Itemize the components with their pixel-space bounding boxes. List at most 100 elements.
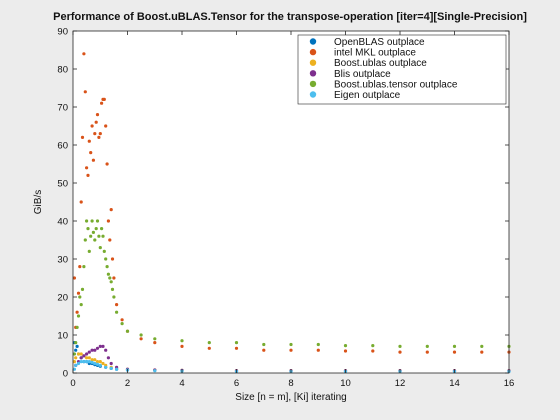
data-point bbox=[93, 132, 97, 136]
data-point bbox=[343, 344, 348, 348]
y-tick-label: 10 bbox=[57, 331, 68, 342]
data-point bbox=[83, 90, 87, 94]
data-point bbox=[72, 352, 76, 356]
data-point bbox=[76, 352, 81, 356]
x-tick-label: 0 bbox=[70, 378, 75, 389]
data-point bbox=[85, 352, 89, 356]
legend-box bbox=[297, 34, 507, 105]
y-tick-label: 40 bbox=[57, 217, 68, 228]
data-point bbox=[74, 363, 78, 367]
data-point bbox=[87, 350, 91, 354]
data-point bbox=[153, 341, 157, 345]
legend-marker bbox=[309, 70, 317, 77]
data-point bbox=[82, 360, 86, 364]
data-point bbox=[98, 344, 102, 348]
legend-label: Blis outplace bbox=[334, 69, 391, 80]
data-point bbox=[452, 344, 457, 348]
data-point bbox=[85, 219, 89, 223]
y-tick-label: 60 bbox=[57, 141, 68, 152]
y-tick-label: 30 bbox=[57, 255, 68, 266]
legend-label: Boost.ublas outplace bbox=[334, 58, 427, 69]
data-point bbox=[109, 280, 113, 284]
data-point bbox=[106, 356, 110, 360]
data-point bbox=[82, 354, 86, 358]
data-point bbox=[139, 333, 143, 337]
data-point bbox=[91, 158, 95, 162]
data-point bbox=[101, 234, 105, 238]
data-point bbox=[398, 350, 402, 354]
data-point bbox=[87, 360, 91, 364]
data-point bbox=[104, 257, 108, 261]
data-point bbox=[115, 367, 119, 371]
x-tick-label: 2 bbox=[125, 378, 130, 389]
data-point bbox=[72, 276, 76, 280]
data-point bbox=[93, 238, 97, 242]
data-point bbox=[90, 360, 94, 364]
data-point bbox=[78, 295, 82, 299]
data-point bbox=[79, 200, 83, 204]
data-point bbox=[95, 346, 100, 350]
data-point bbox=[120, 322, 124, 326]
legend-label: Eigen outplace bbox=[334, 90, 401, 101]
series-4 bbox=[72, 219, 511, 356]
data-point bbox=[106, 272, 110, 276]
data-point bbox=[112, 295, 116, 299]
data-point bbox=[82, 265, 86, 269]
data-point bbox=[234, 346, 239, 350]
data-point bbox=[85, 360, 89, 364]
data-point bbox=[102, 97, 106, 101]
data-point bbox=[425, 350, 429, 354]
data-point bbox=[452, 350, 457, 354]
data-point bbox=[98, 363, 102, 367]
legend-marker bbox=[309, 59, 317, 66]
data-point bbox=[105, 265, 109, 269]
legend-marker bbox=[309, 91, 317, 98]
data-point bbox=[98, 360, 102, 364]
data-point bbox=[139, 337, 143, 341]
data-point bbox=[109, 361, 113, 366]
data-point bbox=[79, 352, 83, 356]
legend-marker bbox=[309, 80, 317, 88]
legend-label: OpenBLAS outplace bbox=[334, 37, 425, 48]
legend-label: Boost.ublas.tensor outplace bbox=[334, 79, 458, 90]
data-point bbox=[74, 341, 78, 345]
data-point bbox=[76, 314, 81, 318]
data-point bbox=[89, 234, 93, 238]
data-point bbox=[371, 349, 375, 353]
data-point bbox=[95, 113, 100, 117]
data-point bbox=[91, 230, 95, 234]
x-axis-label: Size [n = m], [Ki] iterating bbox=[235, 392, 346, 403]
data-point bbox=[316, 348, 320, 352]
data-point bbox=[100, 227, 104, 231]
data-point bbox=[75, 344, 79, 348]
data-point bbox=[101, 361, 105, 366]
data-point bbox=[72, 367, 76, 371]
data-point bbox=[97, 135, 101, 139]
y-tick-label: 80 bbox=[57, 65, 68, 76]
data-point bbox=[234, 341, 239, 345]
data-point bbox=[316, 342, 320, 347]
legend-marker bbox=[309, 48, 317, 56]
data-point bbox=[95, 219, 100, 223]
data-point bbox=[98, 246, 102, 250]
data-point bbox=[153, 369, 157, 373]
data-point bbox=[425, 344, 429, 348]
data-point bbox=[76, 361, 81, 366]
data-point bbox=[108, 276, 112, 280]
data-point bbox=[93, 361, 97, 366]
data-point bbox=[87, 249, 91, 253]
y-axis-label: GiB/s bbox=[33, 190, 44, 214]
x-tick-label: 4 bbox=[179, 378, 184, 389]
data-point bbox=[371, 344, 375, 348]
axis-ticks-layer: 0 2 4 6 8 10 12 14 16 0 10 20 30 40 50 60 70 80 90 bbox=[57, 27, 514, 390]
data-point bbox=[480, 350, 484, 354]
data-point bbox=[101, 344, 105, 348]
data-point bbox=[207, 341, 211, 345]
data-point bbox=[104, 124, 108, 128]
data-point bbox=[86, 227, 90, 231]
data-point bbox=[93, 358, 97, 362]
data-point bbox=[115, 303, 119, 307]
x-tick-label: 10 bbox=[340, 378, 351, 389]
data-point bbox=[89, 151, 93, 155]
